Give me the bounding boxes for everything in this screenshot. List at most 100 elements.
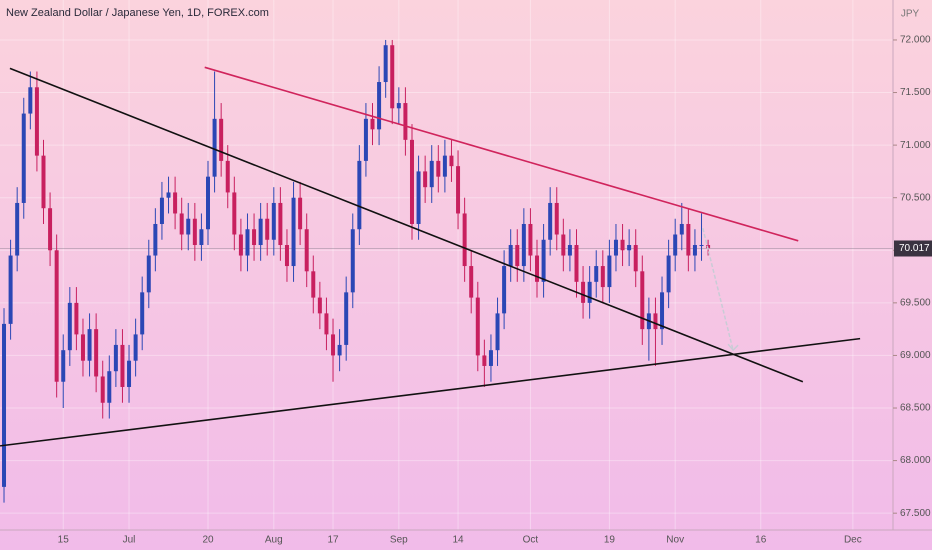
x-tick-label: Jul [123,535,136,546]
x-tick-label: 17 [327,535,339,546]
candle-body [74,302,79,335]
candle-body [436,160,441,177]
candle-body [554,202,559,235]
candle-body [449,155,454,167]
candle-body [442,155,447,177]
candle-body [482,355,487,366]
y-tick-label: 68.500 [900,403,931,414]
candle-body [41,155,46,209]
trend-line [204,66,799,242]
candle-body [199,229,204,246]
candle-body [495,313,500,351]
candle-body [48,208,53,251]
candle-body [2,323,7,487]
candle-body [153,223,158,256]
y-tick-label: 70.500 [900,192,931,203]
last-price-box [894,240,932,257]
candle-body [67,302,72,351]
candle-body [508,245,513,267]
trend-line [9,67,804,383]
candle-body [252,229,257,246]
projection-arrow [702,228,734,351]
candle-body [409,139,414,224]
candle-body [192,218,197,246]
candle-body [502,266,507,314]
candle-body [541,239,546,282]
candle-body [265,218,270,240]
y-tick-label: 69.000 [900,350,931,361]
candle-body [317,297,322,314]
candle-body [686,223,691,256]
candle-body [475,297,480,356]
candle-body [600,266,605,288]
candle-body [653,313,658,330]
candle-body [396,103,401,109]
candle-body [594,266,599,282]
candle-body [423,171,428,188]
candle-body [225,160,230,193]
x-tick-label: 15 [58,535,70,546]
x-tick-label: 16 [755,535,767,546]
candle-body [607,255,612,288]
candle-body [383,45,388,83]
candle-body [166,192,171,198]
candle-body [113,344,118,372]
candle-body [660,292,665,330]
candle-body [21,113,26,203]
candle-body [245,229,250,256]
candle-body [15,202,20,256]
candle-body [324,313,329,335]
candle-body [416,171,421,224]
y-tick-label: 68.000 [900,455,931,466]
candle-body [679,223,684,235]
candle-body [28,87,33,114]
candle-body [8,255,13,324]
candle-body [403,103,408,140]
y-tick-label: 71.000 [900,140,931,151]
candle-body [462,213,467,267]
candle-body [80,334,85,361]
candle-body [469,266,474,298]
candle-body [548,202,553,240]
candle-body [61,350,66,382]
candle-body [206,176,211,230]
candle-body [304,229,309,272]
candle-body [699,245,704,247]
x-tick-label: 14 [452,535,464,546]
candle-body [357,160,362,230]
x-tick-label: 20 [202,535,214,546]
candle-body [100,376,105,403]
chart-title: New Zealand Dollar / Japanese Yen, 1D, F… [6,7,269,19]
x-tick-label: Dec [844,535,862,546]
candle-body [561,234,566,256]
candle-body [232,192,237,235]
y-tick-label: 67.500 [900,508,931,519]
candle-body [633,245,638,272]
candle-body [120,344,125,387]
candle-body [666,255,671,293]
candle-body [278,202,283,246]
candle-body [344,292,349,345]
candle-body [429,160,434,188]
candle-body [574,245,579,282]
candle-body [350,229,355,293]
candle-body [613,239,618,256]
candle-body [488,350,493,366]
candle-body [219,118,224,161]
x-tick-label: Sep [390,535,408,546]
currency-label: JPY [901,9,920,20]
candle-body [640,271,645,330]
candle-body [87,329,92,361]
candle-body [331,334,336,356]
candle-body [133,334,138,361]
candle-body [212,118,217,177]
candle-body [127,360,132,387]
candle-body [298,197,303,230]
x-tick-label: Aug [265,535,283,546]
candle-body [107,371,112,403]
y-tick-label: 71.500 [900,87,931,98]
x-tick-label: Oct [523,535,539,546]
candle-body [377,82,382,130]
candle-body [515,245,520,267]
